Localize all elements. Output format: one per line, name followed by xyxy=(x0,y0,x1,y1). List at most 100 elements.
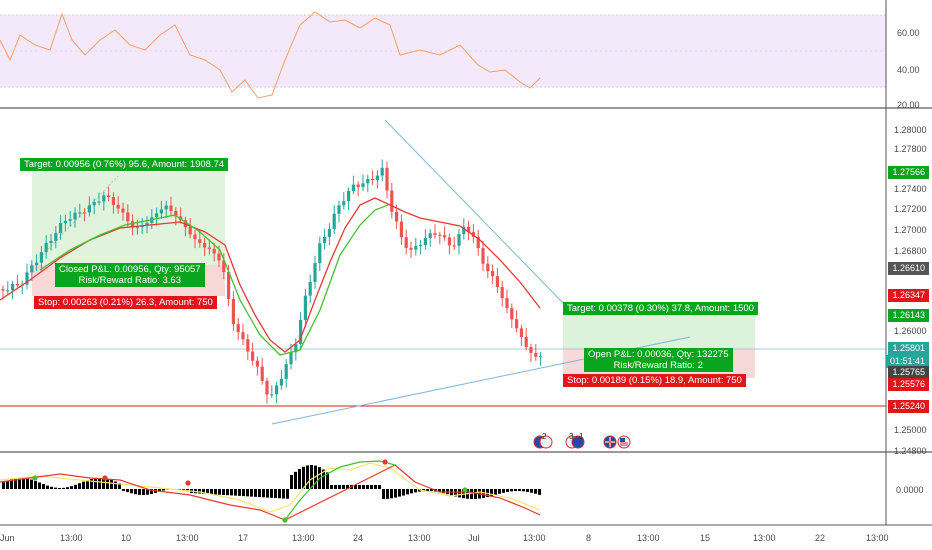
candle-body xyxy=(63,220,67,224)
macd-bar xyxy=(86,480,89,489)
time-tick: 13:00 xyxy=(408,533,431,543)
macd-bar xyxy=(150,489,153,494)
candle-body xyxy=(419,245,423,247)
position-2-open-pl[interactable]: Open P&L: 0.00036, Qty: 132275 Risk/Rewa… xyxy=(584,348,733,372)
candle-body xyxy=(212,248,216,254)
candle-body xyxy=(332,213,336,229)
time-tick: 17 xyxy=(238,533,248,543)
candle-body xyxy=(342,201,346,206)
macd-bar xyxy=(358,485,361,489)
macd-bar xyxy=(10,479,13,489)
macd-bar xyxy=(46,485,49,489)
candle-body xyxy=(452,245,456,247)
candle-body xyxy=(385,167,389,191)
candle-body xyxy=(217,253,221,261)
candle-body xyxy=(491,271,495,277)
candle-body xyxy=(251,351,255,361)
macd-bar xyxy=(502,489,505,493)
event-marker[interactable]: 3 1 xyxy=(565,432,585,449)
macd-bar xyxy=(366,485,369,489)
macd-bar xyxy=(146,489,149,495)
macd-bar xyxy=(282,489,285,499)
macd-bar xyxy=(454,489,457,497)
event-marker[interactable] xyxy=(603,435,623,449)
macd-bar xyxy=(290,475,293,489)
macd-signal-line xyxy=(0,462,541,513)
candle-body xyxy=(409,247,413,250)
flag-icon xyxy=(565,435,585,449)
time-tick: 8 xyxy=(586,533,591,543)
macd-bar xyxy=(438,489,441,493)
candle-body xyxy=(371,179,375,181)
event-marker[interactable] xyxy=(617,435,637,449)
candle-body xyxy=(481,248,485,264)
flag-icon xyxy=(533,435,553,449)
macd-bar xyxy=(382,489,385,499)
rsi-line xyxy=(0,11,541,99)
position-1-stop-label[interactable]: Stop: 0.00263 (0.21%) 26.3, Amount: 750 xyxy=(34,296,217,309)
candlesticks xyxy=(1,159,543,404)
candle-body xyxy=(337,205,341,214)
macd-bar xyxy=(402,489,405,496)
us-flag-icon xyxy=(617,435,631,449)
macd-bar xyxy=(294,471,297,489)
candle-body xyxy=(126,212,130,222)
macd-bar xyxy=(50,486,53,489)
macd-bar xyxy=(250,489,253,497)
candle-body xyxy=(121,208,125,213)
macd-bar xyxy=(262,489,265,498)
candle-body xyxy=(83,212,87,214)
candle-body xyxy=(97,201,101,203)
candle-body xyxy=(395,211,399,222)
event-marker[interactable]: 2 xyxy=(533,432,553,449)
position-1-closed-pl[interactable]: Closed P&L: 0.00956, Qty: 95057 Risk/Rew… xyxy=(55,263,205,287)
time-tick: 22 xyxy=(815,533,825,543)
macd-bar xyxy=(406,489,409,495)
position-1-target-label[interactable]: Target: 0.00956 (0.76%) 95.6, Amount: 19… xyxy=(20,158,229,171)
candle-body xyxy=(462,226,466,235)
candle-body xyxy=(495,276,499,287)
macd-bar xyxy=(334,485,337,489)
macd-bar xyxy=(470,489,473,499)
macd-bar xyxy=(338,485,341,489)
candle-body xyxy=(59,223,63,234)
macd-bar xyxy=(110,480,113,489)
price-tick: 1.25000 xyxy=(894,425,927,435)
candle-body xyxy=(505,298,509,309)
candle-body xyxy=(116,204,120,209)
candle-body xyxy=(78,212,82,214)
macd-bar xyxy=(538,489,541,495)
position-2-target-label[interactable]: Target: 0.00378 (0.30%) 37.8, Amount: 15… xyxy=(563,302,758,315)
time-tick: Jul xyxy=(468,533,480,543)
candle-body xyxy=(438,234,442,236)
closed-pl-text: Closed P&L: 0.00956, Qty: 95057 xyxy=(59,264,201,275)
macd-bar xyxy=(22,478,25,489)
macd-bar xyxy=(378,485,381,489)
position-2-stop-label[interactable]: Stop: 0.00189 (0.15%) 18.9, Amount: 750 xyxy=(563,374,746,387)
macd-bar xyxy=(254,489,257,497)
candle-body xyxy=(428,233,432,238)
time-tick: 13:00 xyxy=(637,533,660,543)
candle-body xyxy=(284,364,288,379)
macd-bar xyxy=(490,489,493,497)
macd-bar xyxy=(506,489,509,492)
candle-body xyxy=(227,272,231,299)
macd-bar xyxy=(186,489,189,492)
macd-bar xyxy=(510,489,513,492)
macd-bar xyxy=(482,489,485,498)
macd-bar xyxy=(138,489,141,495)
macd-bar xyxy=(430,489,433,492)
time-tick: 13:00 xyxy=(176,533,199,543)
moving-average-green xyxy=(39,204,389,356)
macd-bar xyxy=(102,478,105,489)
candle-body xyxy=(25,272,29,285)
risk-reward-text: Risk/Reward Ratio: 2 xyxy=(613,360,703,371)
candle-body xyxy=(524,337,528,348)
candle-body xyxy=(207,247,211,249)
candle-body xyxy=(323,236,327,244)
candle-body xyxy=(471,232,475,237)
macd-bar xyxy=(426,489,429,492)
trendline-down xyxy=(384,119,566,306)
time-tick: 24 xyxy=(353,533,363,543)
